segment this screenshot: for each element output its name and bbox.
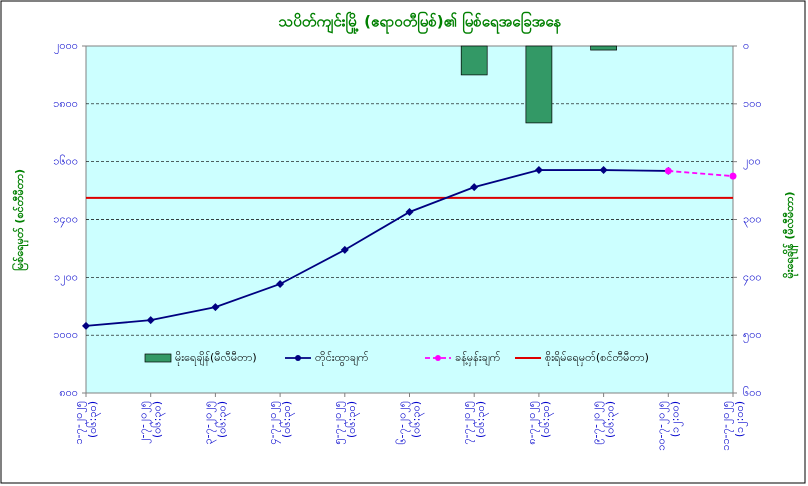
x-tick-label-time: (၀၆:၃၀) (345, 401, 360, 438)
legend-label: တိုင်းထွာချက် (315, 351, 369, 366)
x-tick-label: ၅-၇-၂၀၂၅ (331, 401, 346, 445)
x-tick-label: ၉-၇-၂၀၂၅ (590, 401, 605, 445)
legend-label: ခန့်မှန်းချက် (455, 351, 501, 366)
x-tick-label-time: (၁၂:၀၀) (668, 401, 683, 437)
point (664, 167, 672, 175)
point (729, 172, 737, 180)
y-tick-label: ၁၀၀၀ (53, 328, 78, 341)
point (534, 166, 543, 175)
x-tick-label: ၁-၇-၂၀၂၅ (72, 401, 87, 445)
y-axis-label: မြစ်ရေမှတ် (စင်တီမီတာ) (11, 169, 29, 271)
x-tick-label: ၇-၇-၂၀၂၅ (460, 401, 475, 445)
rain-bar (525, 45, 553, 124)
x-tick-label-time: (၁၂:၀၀) (733, 401, 748, 437)
line (85, 169, 669, 327)
legend-marker (435, 355, 441, 361)
y-tick-label: ၁၄၀၀ (53, 213, 78, 228)
point (276, 279, 285, 288)
x-tick-label: ၁၁-၇-၂၀၂၅ (719, 401, 734, 451)
legend-label: မိုးရေချိန်(မီလီမီတာ) (175, 351, 257, 366)
legend-marker (295, 355, 301, 361)
y2-tick-label: ၄၀၀ (743, 270, 762, 285)
line (668, 170, 734, 178)
y2-tick-label: ၀ (743, 39, 749, 52)
legend-swatch (144, 353, 172, 363)
x-tick-label: ၂-၇-၂၀၂၅ (137, 401, 152, 444)
y-tick-label: ၁၈၀၀ (53, 97, 78, 110)
y2-tick-label: ၂၀၀ (743, 155, 761, 170)
x-tick-label-time: (၀၆:၃၀) (604, 401, 619, 438)
x-tick-label-time: (၀၆:၃၀) (280, 401, 295, 438)
x-tick-label: ၁၀-၇-၂၀၂၅ (654, 401, 669, 451)
x-tick-label: ၄-၇-၂၀၂၅ (266, 401, 281, 445)
y-tick-label: ၈၀၀ (59, 386, 78, 399)
rain-bar (460, 45, 488, 76)
x-tick-label-time: (၀၆:၃၀) (86, 401, 101, 438)
point (82, 321, 90, 330)
x-tick-label: ၆-၇-၂၀၂၅ (396, 401, 411, 445)
x-tick-label-time: (၀၆:၃၀) (410, 401, 425, 438)
point (340, 245, 349, 254)
y2-tick-label: ၁၀၀ (743, 97, 762, 110)
legend-label: စိုးရိမ်ရေမှတ်(စင်တီမီတာ) (545, 351, 649, 366)
y-tick-label: ၂၀၀၀ (54, 39, 78, 54)
point (599, 166, 608, 175)
y2-tick-label: ၅၀၀ (743, 328, 762, 343)
x-tick-label-time: (၀၆:၃၀) (539, 401, 554, 438)
x-tick-label: ၃-၇-၂၀၂၅ (201, 401, 216, 445)
y2-axis-label: မိုးရေချိန် (မီလီမီတာ) (782, 192, 799, 279)
rain-bar (590, 45, 617, 51)
x-tick-label-time: (၀၆:၃၀) (151, 401, 166, 438)
point (405, 207, 414, 216)
point (470, 183, 479, 192)
x-tick-label-time: (၀၆:၃၀) (474, 401, 489, 438)
x-tick-label: ၈-၇-၂၀၂၅ (525, 401, 540, 445)
point (146, 316, 155, 325)
y2-tick-label: ၃၀၀ (743, 213, 762, 228)
y-tick-label: ၁၂၀၀ (54, 270, 78, 285)
point (211, 303, 220, 312)
y2-tick-label: ၆၀၀ (743, 386, 762, 399)
y-tick-label: ၁၆၀၀ (53, 155, 78, 168)
x-tick-label-time: (၀၆:၃၀) (215, 401, 230, 438)
